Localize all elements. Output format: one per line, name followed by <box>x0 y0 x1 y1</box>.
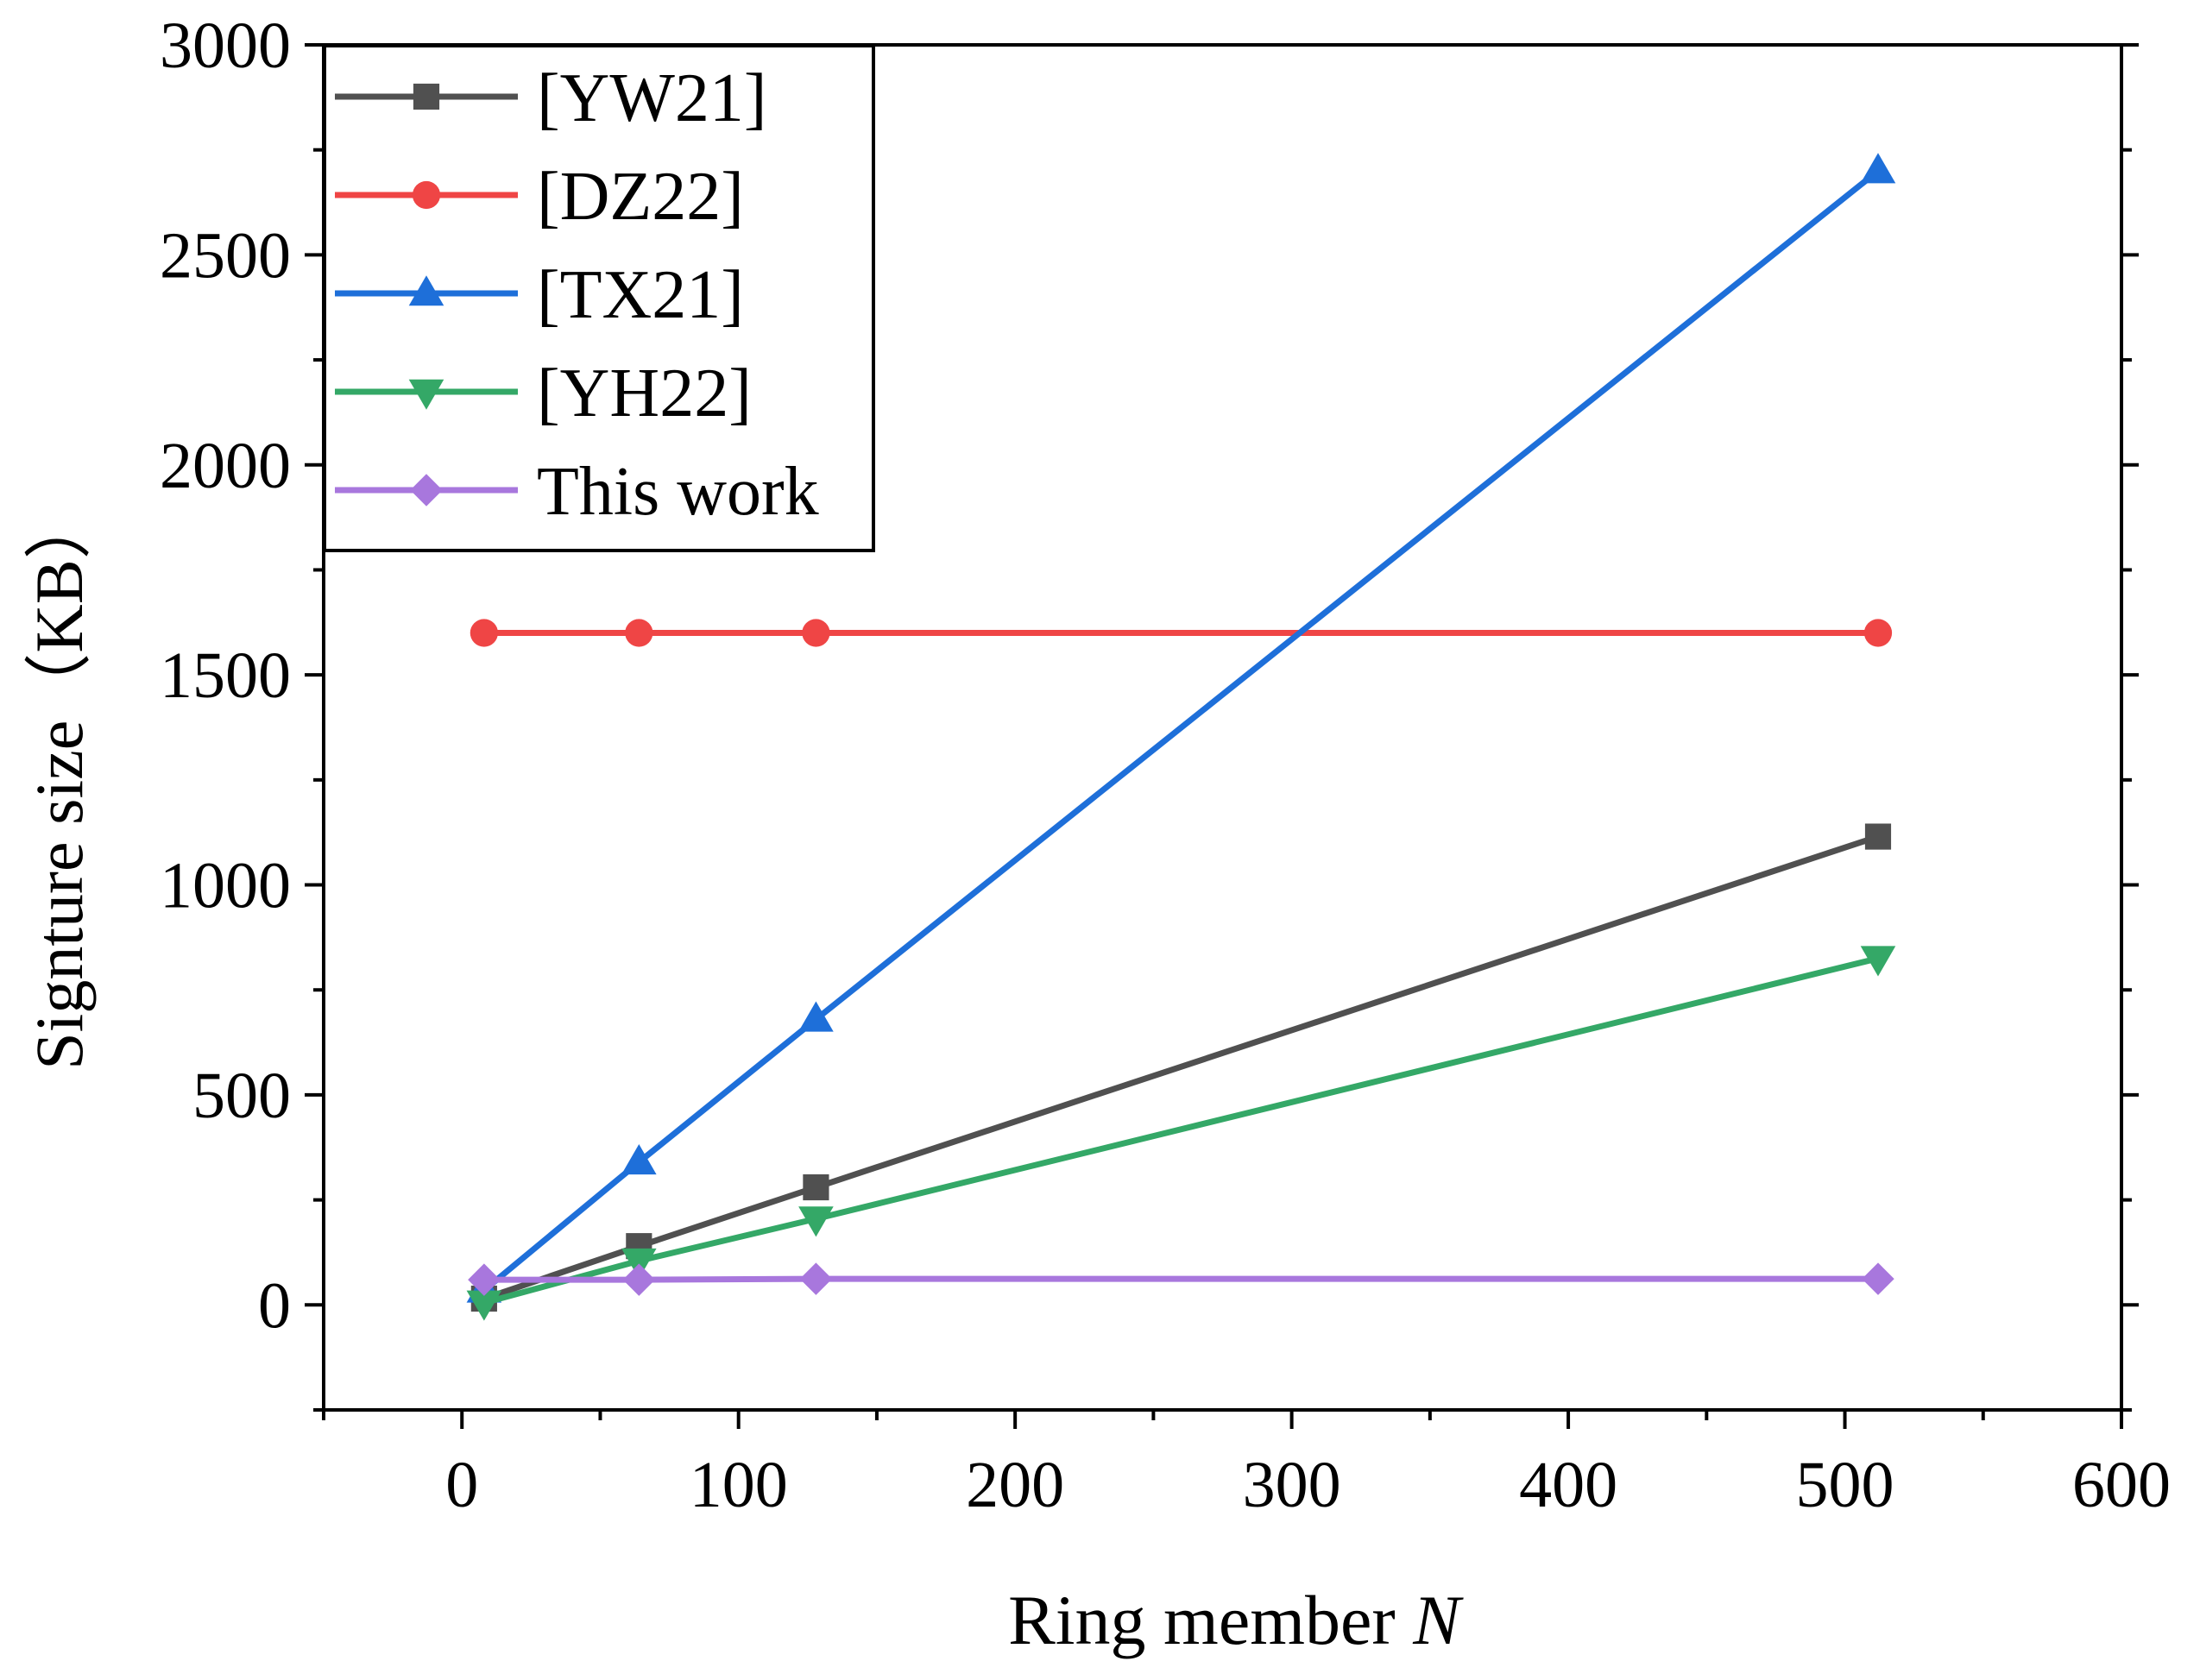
axes: 0 100 200 300 400 500 600 0 500 1000 1500 2000 2500 3… <box>160 9 2171 1521</box>
series-1 <box>470 823 1892 1312</box>
series-line <box>482 168 1881 1293</box>
legend-marker <box>408 275 444 306</box>
data-point <box>1860 153 1896 184</box>
data-point <box>798 1001 834 1032</box>
data-point <box>466 1290 502 1321</box>
x-tick-label: 600 <box>2072 1449 2171 1521</box>
data-point <box>1862 1262 1894 1295</box>
y-axis-title: Signture size（KB） <box>22 492 97 1069</box>
legend-label: [DZ22] <box>537 159 744 235</box>
data-point <box>798 1206 834 1237</box>
y-tick-label: 500 <box>192 1060 291 1132</box>
data-point <box>622 1263 656 1296</box>
plot-frame <box>322 43 2123 1412</box>
legend: [YW21] [DZ22] [TX21] [YH22] This work <box>323 44 875 552</box>
x-tick-label: 300 <box>1243 1449 1341 1521</box>
data-point <box>799 1262 833 1295</box>
legend-marker <box>412 180 441 210</box>
legend-marker <box>410 474 443 507</box>
series-5 <box>468 1262 1894 1296</box>
x-axis-label: Ring member <box>1008 1581 1396 1659</box>
y-tick-label: 2500 <box>160 219 291 292</box>
data-point <box>621 1144 657 1175</box>
legend-marker <box>408 379 444 410</box>
series-line <box>482 834 1880 1302</box>
y-tick-label: 1000 <box>160 850 291 922</box>
series-2 <box>470 619 1893 647</box>
data-point <box>803 1173 829 1201</box>
data-point <box>802 619 830 647</box>
data-point <box>468 1263 501 1296</box>
y-tick-label: 2000 <box>160 430 291 502</box>
legend-label: [YW21] <box>537 60 767 136</box>
legend-marker <box>413 83 440 110</box>
series-4 <box>466 946 1896 1321</box>
data-point <box>1864 823 1892 850</box>
series-line <box>482 955 1879 1306</box>
x-axis-variable: N <box>1412 1581 1464 1659</box>
y-tick-label: 1500 <box>160 639 291 712</box>
x-tick-label: 100 <box>690 1449 788 1521</box>
legend-label: This work <box>537 454 819 530</box>
y-tick-label: 3000 <box>160 9 291 82</box>
data-point <box>625 619 653 647</box>
x-axis-title: Ring member N <box>1008 1581 1464 1659</box>
series-layer <box>466 153 1896 1321</box>
x-tick-label: 400 <box>1519 1449 1617 1521</box>
plot-area <box>322 43 2123 1412</box>
data-point <box>1863 619 1893 647</box>
series-line <box>483 1275 1878 1283</box>
data-point <box>1860 946 1896 977</box>
x-tick-label: 0 <box>445 1449 478 1521</box>
x-tick-label: 200 <box>966 1449 1064 1521</box>
data-point <box>470 619 498 647</box>
legend-label: [YH22] <box>537 356 752 431</box>
legend-label: [TX21] <box>537 257 744 333</box>
y-tick-label: 0 <box>258 1269 291 1342</box>
x-tick-label: 500 <box>1796 1449 1894 1521</box>
